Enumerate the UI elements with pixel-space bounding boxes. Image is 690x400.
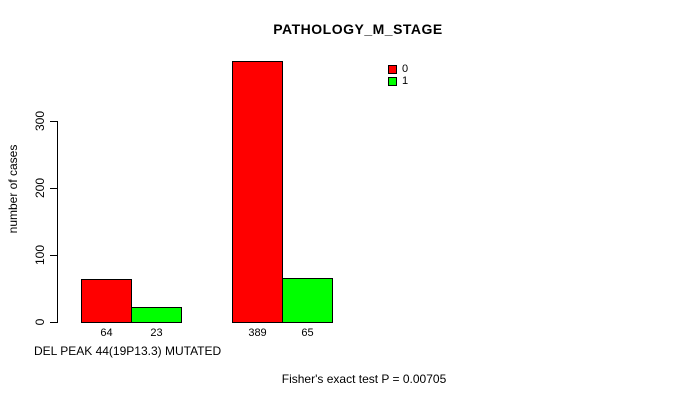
y-tick: [50, 121, 57, 122]
bar-value-label: 65: [301, 327, 314, 339]
legend-swatch: [388, 64, 397, 74]
bar-value-label: 64: [100, 327, 113, 339]
bar-value-label: 23: [150, 327, 163, 339]
y-tick-label: 300: [33, 110, 47, 132]
bar-series-1: [131, 307, 182, 323]
chart-title: PATHOLOGY_M_STAGE: [273, 21, 443, 37]
x-axis-label: DEL PEAK 44(19P13.3) MUTATED: [34, 344, 222, 358]
y-tick: [50, 322, 57, 323]
legend-item: 0: [388, 63, 408, 75]
legend-label: 1: [402, 75, 409, 87]
bar-series-0: [81, 279, 132, 323]
y-tick-label: 100: [33, 244, 47, 266]
y-tick-label: 200: [33, 177, 47, 199]
y-tick: [50, 255, 57, 256]
legend-label: 0: [402, 63, 409, 75]
fisher-test-note: Fisher's exact test P = 0.00705: [281, 372, 447, 386]
legend-swatch: [388, 76, 397, 86]
y-tick-label: 0: [33, 318, 47, 326]
legend-item: 1: [388, 75, 408, 87]
bar-series-1: [282, 278, 333, 323]
y-axis-line: [57, 121, 58, 323]
bar-value-label: 389: [248, 327, 267, 339]
y-axis-label: number of cases: [6, 144, 20, 234]
y-tick: [50, 188, 57, 189]
bar-series-0: [232, 61, 283, 323]
